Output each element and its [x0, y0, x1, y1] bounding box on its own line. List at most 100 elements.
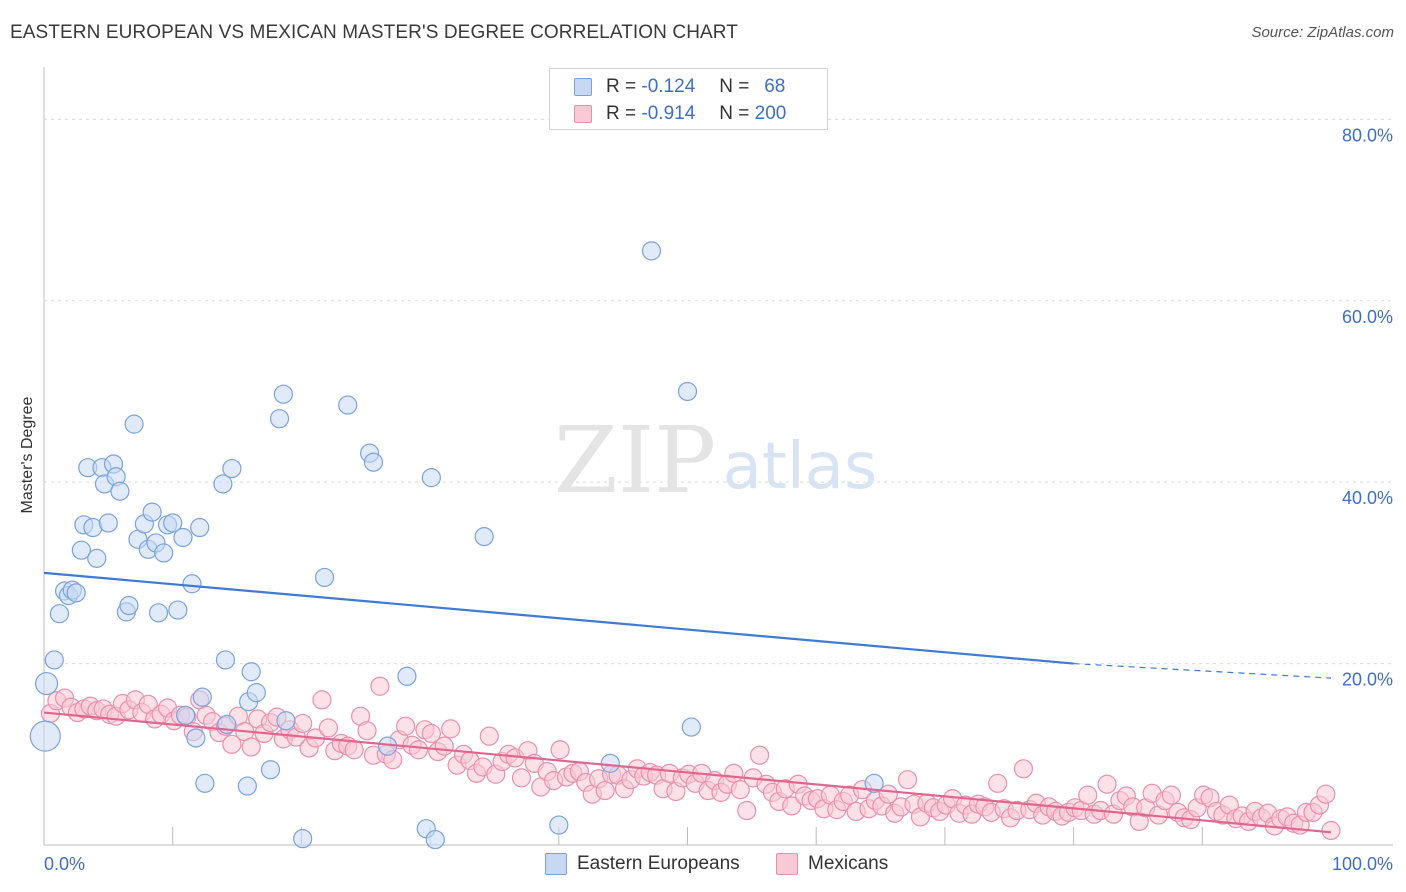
- data-point: [163, 513, 183, 533]
- data-point: [677, 381, 698, 402]
- n-label: N =: [719, 103, 750, 124]
- data-point: [318, 718, 339, 738]
- data-point: [338, 395, 358, 415]
- data-point: [988, 773, 1008, 793]
- data-point: [681, 717, 701, 737]
- grid-lines: [44, 118, 1393, 665]
- legend-swatch-eastern-europeans: [545, 853, 567, 875]
- trend-lines: [43, 571, 1332, 834]
- data-point: [124, 414, 144, 434]
- data-point: [441, 719, 461, 739]
- data-point: [1316, 784, 1336, 804]
- data-point: [241, 737, 261, 757]
- data-point: [44, 650, 64, 670]
- r-value: -0.914: [641, 103, 696, 124]
- data-point: [897, 770, 918, 790]
- data-point: [1321, 820, 1341, 841]
- stats-legend: R = -0.124 N = 68 R = -0.914 N = 200: [549, 68, 828, 130]
- data-point: [148, 603, 169, 623]
- data-point: [71, 540, 91, 560]
- data-point: [474, 526, 494, 547]
- data-point: [168, 600, 188, 620]
- data-point: [190, 517, 210, 538]
- data-point: [737, 800, 757, 821]
- data-point: [237, 776, 257, 796]
- data-point: [421, 468, 441, 488]
- r-label: R =: [606, 76, 637, 97]
- data-point: [425, 829, 445, 850]
- legend-label-eastern-europeans: Eastern Europeans: [577, 853, 740, 874]
- data-point: [186, 728, 206, 748]
- data-point: [49, 604, 70, 624]
- data-point: [344, 740, 364, 760]
- data-point: [397, 666, 417, 686]
- data-point: [408, 740, 429, 760]
- data-point: [370, 676, 390, 696]
- data-point: [175, 705, 196, 725]
- data-point: [154, 543, 174, 563]
- data-point: [1161, 785, 1182, 805]
- n-value: 68: [764, 76, 786, 97]
- n-value: 200: [754, 103, 787, 124]
- y-tick-label: 60.0%: [1342, 307, 1393, 327]
- data-point: [269, 409, 290, 429]
- data-point: [550, 740, 570, 760]
- data-point: [273, 384, 293, 404]
- x-tick-label-left: 0.0%: [44, 854, 85, 874]
- data-point: [213, 474, 233, 494]
- chart-title: EASTERN EUROPEAN VS MEXICAN MASTER'S DEG…: [10, 22, 738, 43]
- y-tick-label: 20.0%: [1342, 670, 1393, 690]
- x-tick-label-right: 100.0%: [1332, 854, 1393, 874]
- series-eastern-europeans: [29, 241, 884, 850]
- data-point: [1078, 785, 1098, 805]
- watermark-atlas: atlas: [723, 430, 878, 504]
- y-tick-labels: 80.0% 60.0% 40.0% 20.0%: [1342, 125, 1393, 689]
- data-point: [260, 760, 281, 780]
- r-label: R =: [606, 103, 637, 124]
- data-point: [434, 736, 454, 756]
- r-value: -0.124: [641, 76, 696, 97]
- series-mexicans: [40, 676, 1341, 841]
- data-point: [110, 481, 130, 501]
- legend-label-mexicans: Mexicans: [808, 853, 889, 874]
- data-point: [479, 726, 499, 746]
- data-point: [29, 720, 61, 752]
- data-point: [363, 452, 384, 472]
- swatch-mexicans: [574, 105, 592, 123]
- stats-legend-row-mexicans: R = -0.914 N = 200: [574, 102, 786, 126]
- n-label: N =: [719, 76, 750, 97]
- trend-line-mexicans: [43, 711, 1332, 834]
- data-point: [1013, 759, 1034, 779]
- data-point: [34, 671, 59, 696]
- data-point: [396, 716, 416, 736]
- y-tick-label: 40.0%: [1342, 488, 1393, 508]
- trend-line-eastern-europeans: [43, 571, 1074, 665]
- data-point: [241, 662, 261, 682]
- data-point: [312, 690, 332, 710]
- data-point: [66, 583, 86, 603]
- data-point: [641, 241, 662, 261]
- data-point: [119, 595, 139, 616]
- data-point: [215, 650, 236, 670]
- data-point: [293, 713, 313, 734]
- data-point: [222, 734, 242, 754]
- data-point: [276, 711, 296, 731]
- data-point: [511, 768, 532, 788]
- data-point: [293, 829, 313, 849]
- data-point: [782, 796, 802, 816]
- legend-item-eastern-europeans[interactable]: Eastern Europeans: [545, 852, 740, 876]
- data-point: [314, 567, 335, 588]
- watermark-zip: ZIP: [554, 407, 716, 514]
- data-point: [864, 773, 884, 793]
- data-point: [98, 513, 118, 533]
- data-point: [87, 548, 107, 568]
- data-point: [142, 502, 162, 522]
- data-point: [600, 753, 620, 773]
- data-point: [195, 773, 215, 793]
- swatch-eastern-europeans: [574, 78, 592, 96]
- data-point: [549, 815, 569, 835]
- legend-item-mexicans[interactable]: Mexicans: [776, 852, 888, 876]
- data-point: [182, 574, 202, 594]
- data-point: [357, 721, 377, 741]
